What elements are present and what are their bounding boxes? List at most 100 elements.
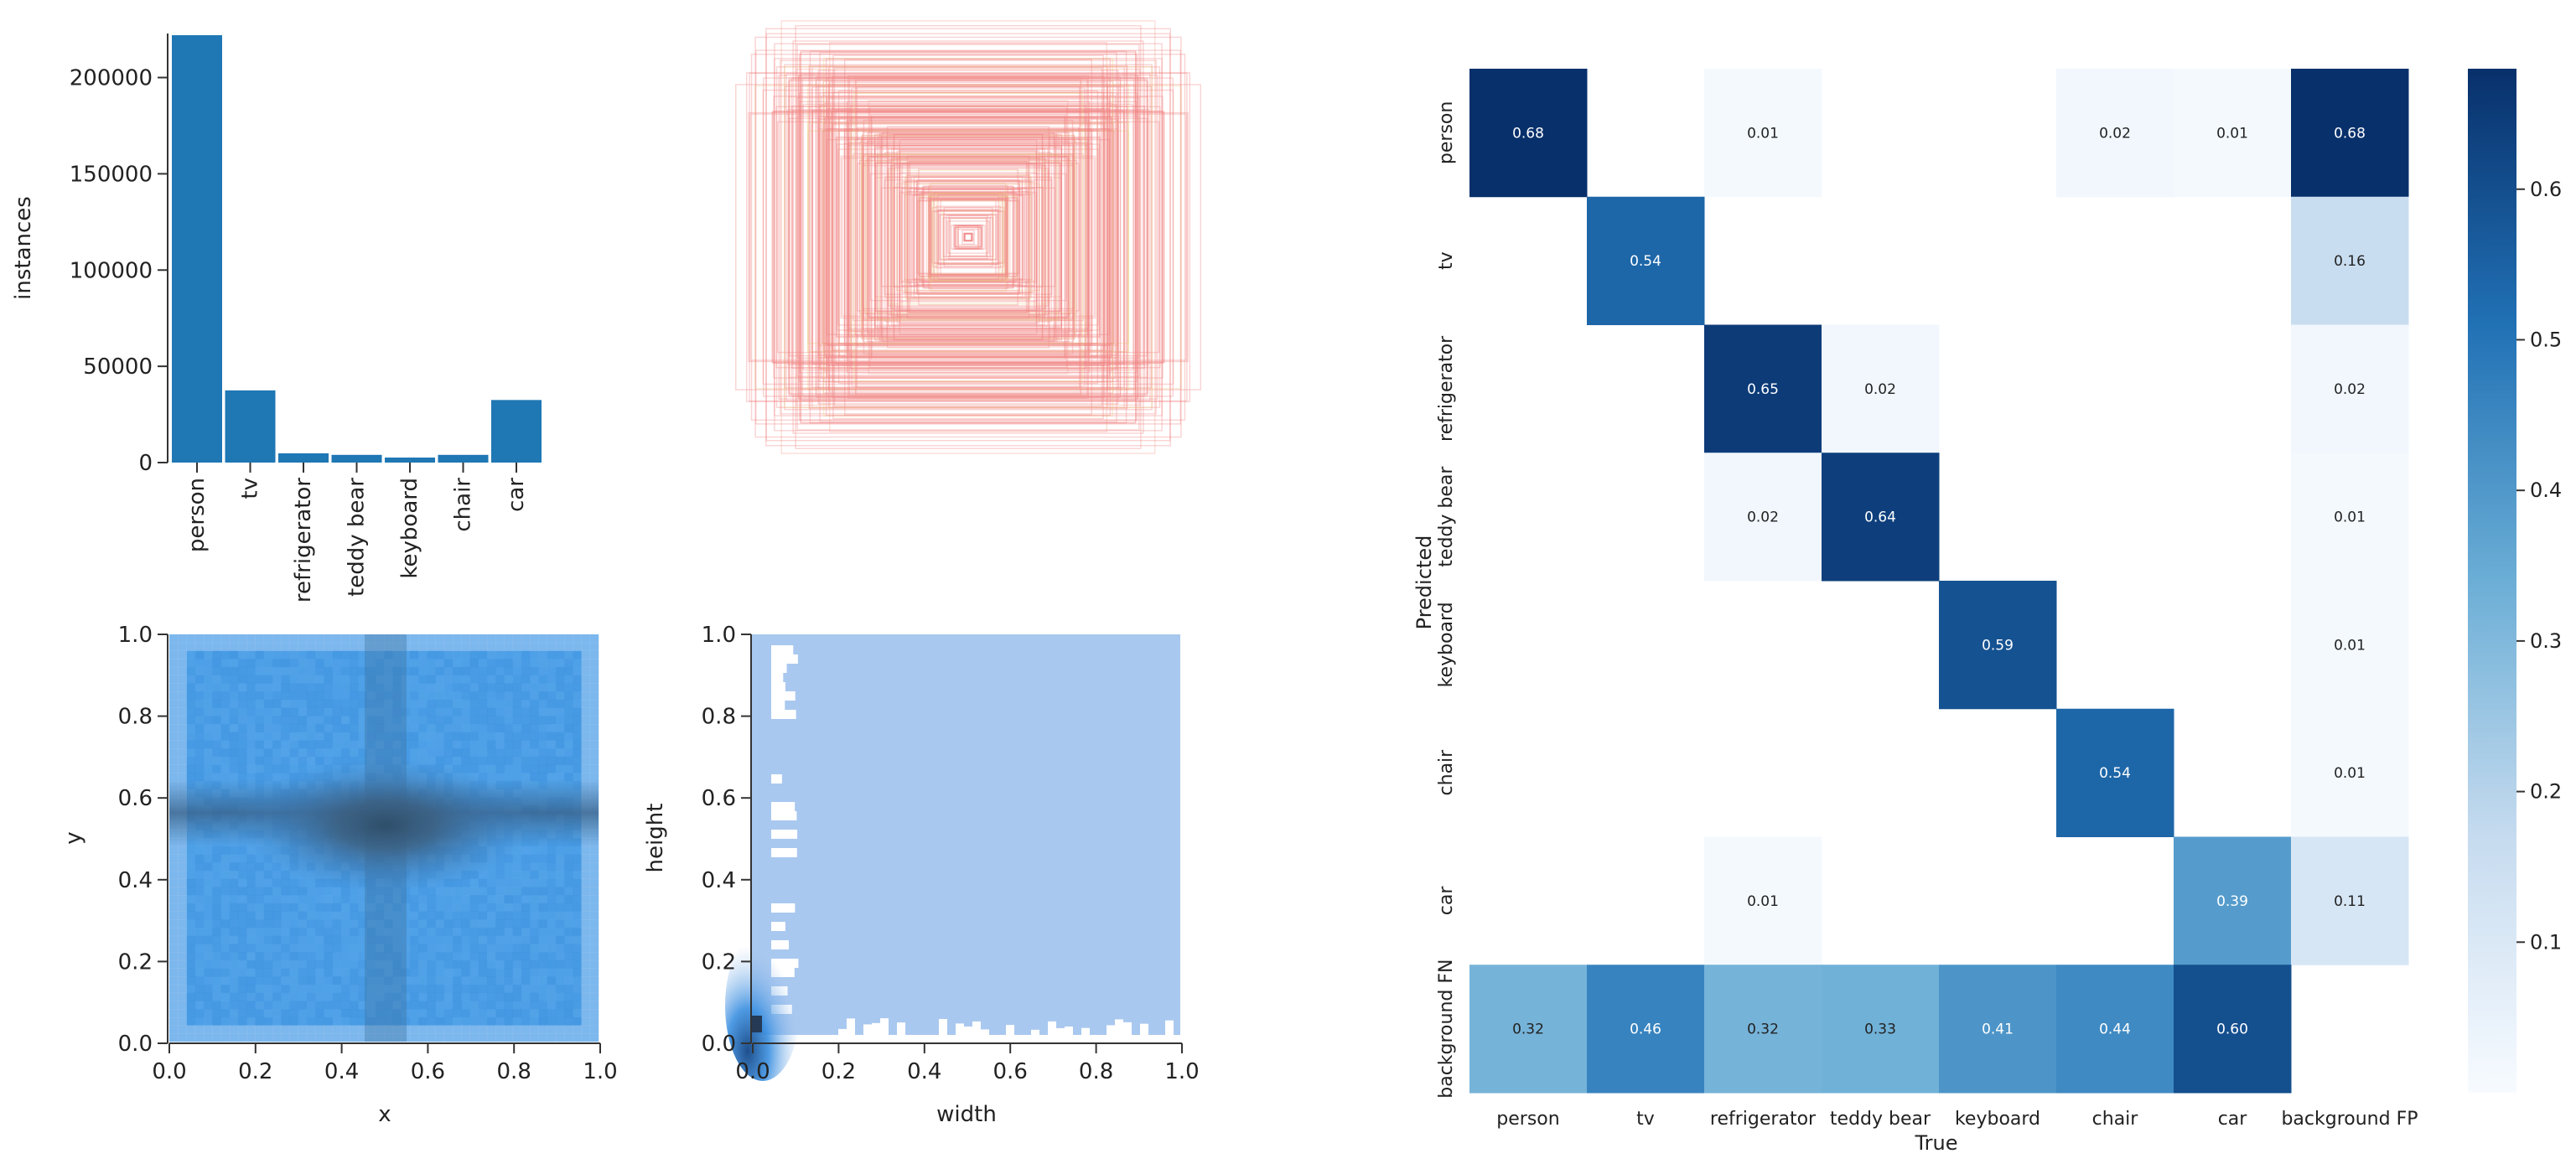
- xy-heatmap-cell: [452, 1001, 462, 1010]
- xy-heatmap-cell: [366, 968, 376, 977]
- xy-heatmap-cell: [306, 756, 316, 766]
- bounding-box: [882, 132, 1055, 343]
- xy-heatmap-cell: [401, 968, 411, 977]
- xy-heatmap-cell: [417, 1009, 428, 1018]
- xy-heatmap-cell: [427, 699, 436, 708]
- xy-heatmap-cell: [478, 764, 488, 773]
- xy-heatmap-cell: [375, 944, 385, 953]
- xy-heatmap-cell: [178, 903, 187, 912]
- bounding-box: [874, 146, 1062, 328]
- xy-heatmap-cell: [401, 984, 411, 994]
- xy-heatmap-cell: [581, 927, 591, 937]
- xy-heatmap-cell: [289, 666, 299, 676]
- xy-heatmap-cell: [272, 887, 282, 896]
- bounding-box: [932, 192, 1004, 282]
- bounding-box: [772, 111, 1164, 364]
- xy-heatmap-cell: [298, 1001, 308, 1010]
- wh-empty-cell: [1081, 1027, 1090, 1035]
- xy-heatmap-cell: [169, 666, 179, 676]
- xy-heatmap-cell: [263, 952, 273, 961]
- xy-heatmap-cell: [289, 642, 299, 651]
- xy-heatmap-cell: [263, 992, 273, 1001]
- bounding-box: [863, 153, 1074, 321]
- colorbar-tick-label: 0.4: [2530, 478, 2562, 502]
- xy-heatmap-cell: [306, 976, 316, 985]
- xy-heatmap-cell: [521, 1001, 531, 1010]
- xy-heatmap-cell: [530, 984, 539, 994]
- xy-heatmap-cell: [384, 740, 393, 749]
- xy-heatmap-cell: [443, 911, 454, 920]
- xy-heatmap-cell: [220, 944, 231, 953]
- xy-heatmap-cell: [478, 1025, 488, 1034]
- y-tick-label: 1.0: [118, 623, 153, 648]
- xy-heatmap-cell: [427, 666, 436, 676]
- xy-heatmap-cell: [564, 675, 573, 684]
- bounding-box: [784, 85, 1153, 389]
- bounding-box: [889, 165, 1047, 309]
- xy-heatmap-cell: [538, 723, 548, 733]
- bounding-box: [937, 209, 999, 266]
- xy-heatmap-cell: [443, 740, 454, 749]
- xy-heatmap-cell: [443, 1009, 454, 1018]
- xy-heatmap-cell: [384, 1033, 393, 1042]
- xy-heatmap-cell: [289, 919, 299, 928]
- bounding-box: [865, 159, 1071, 315]
- bounding-box: [843, 128, 1093, 346]
- xy-heatmap-cell: [358, 944, 368, 953]
- xy-heatmap-cell: [332, 911, 342, 920]
- xy-heatmap-cell: [169, 1001, 179, 1010]
- bounding-box: [849, 142, 1087, 333]
- bounding-box: [771, 111, 1165, 363]
- xy-heatmap-cell: [547, 675, 557, 684]
- confusion-matrix-value: 0.54: [1630, 253, 1661, 270]
- xy-heatmap-cell: [409, 992, 419, 1001]
- xy-heatmap-cell: [581, 846, 591, 855]
- xy-heatmap-cell: [564, 887, 573, 896]
- xy-heatmap-cell: [427, 976, 436, 985]
- xy-heatmap-cell: [495, 935, 505, 944]
- xy-heatmap-cell: [272, 952, 282, 961]
- xy-heatmap-cell: [212, 748, 221, 758]
- xy-heatmap-cell: [555, 748, 565, 758]
- xy-heatmap-cell: [530, 927, 539, 937]
- xy-heatmap-cell: [298, 707, 308, 716]
- xy-heatmap-cell: [263, 862, 273, 872]
- xy-heatmap-cell: [203, 675, 213, 684]
- confusion-matrix-value: 0.01: [1747, 893, 1779, 910]
- bounding-box: [827, 107, 1110, 367]
- xy-heatmap-cell: [263, 887, 273, 896]
- xy-heatmap-cell: [530, 748, 539, 758]
- xy-heatmap-cell: [281, 903, 290, 912]
- xy-heatmap-cell: [589, 1001, 599, 1010]
- xy-heatmap-cell: [366, 699, 376, 708]
- xy-heatmap-cell: [186, 919, 196, 928]
- xy-heatmap-cell: [564, 992, 573, 1001]
- bounding-box: [884, 179, 1053, 295]
- xy-heatmap-cell: [324, 976, 334, 985]
- xy-heatmap-cell: [564, 911, 573, 920]
- bounding-box: [847, 144, 1090, 330]
- bounding-box: [837, 148, 1099, 326]
- xy-heatmap-cell: [358, 903, 368, 912]
- xy-heatmap-cell: [203, 862, 213, 872]
- xy-heatmap-cell: [495, 716, 505, 725]
- wh-empty-cell: [771, 830, 798, 839]
- bounding-box: [935, 205, 1002, 269]
- xy-heatmap-cell: [384, 748, 393, 758]
- xy-heatmap-cell: [229, 895, 239, 904]
- xy-heatmap-cell: [573, 960, 583, 970]
- xy-heatmap-cell: [169, 944, 179, 953]
- xy-heatmap-cell: [358, 748, 368, 758]
- xy-heatmap-cell: [340, 1016, 350, 1027]
- xy-heatmap-cell: [555, 675, 565, 684]
- bounding-box: [853, 92, 1084, 382]
- xy-heatmap-cell: [178, 642, 187, 651]
- xy-heatmap-cell: [358, 732, 368, 741]
- bounding-box: [896, 183, 1040, 292]
- xy-heatmap-cell: [564, 748, 573, 758]
- xy-heatmap-cell: [521, 1009, 531, 1018]
- xy-heatmap-cell: [538, 683, 548, 692]
- xy-heatmap-cell: [366, 723, 376, 733]
- bounding-box: [735, 84, 1201, 391]
